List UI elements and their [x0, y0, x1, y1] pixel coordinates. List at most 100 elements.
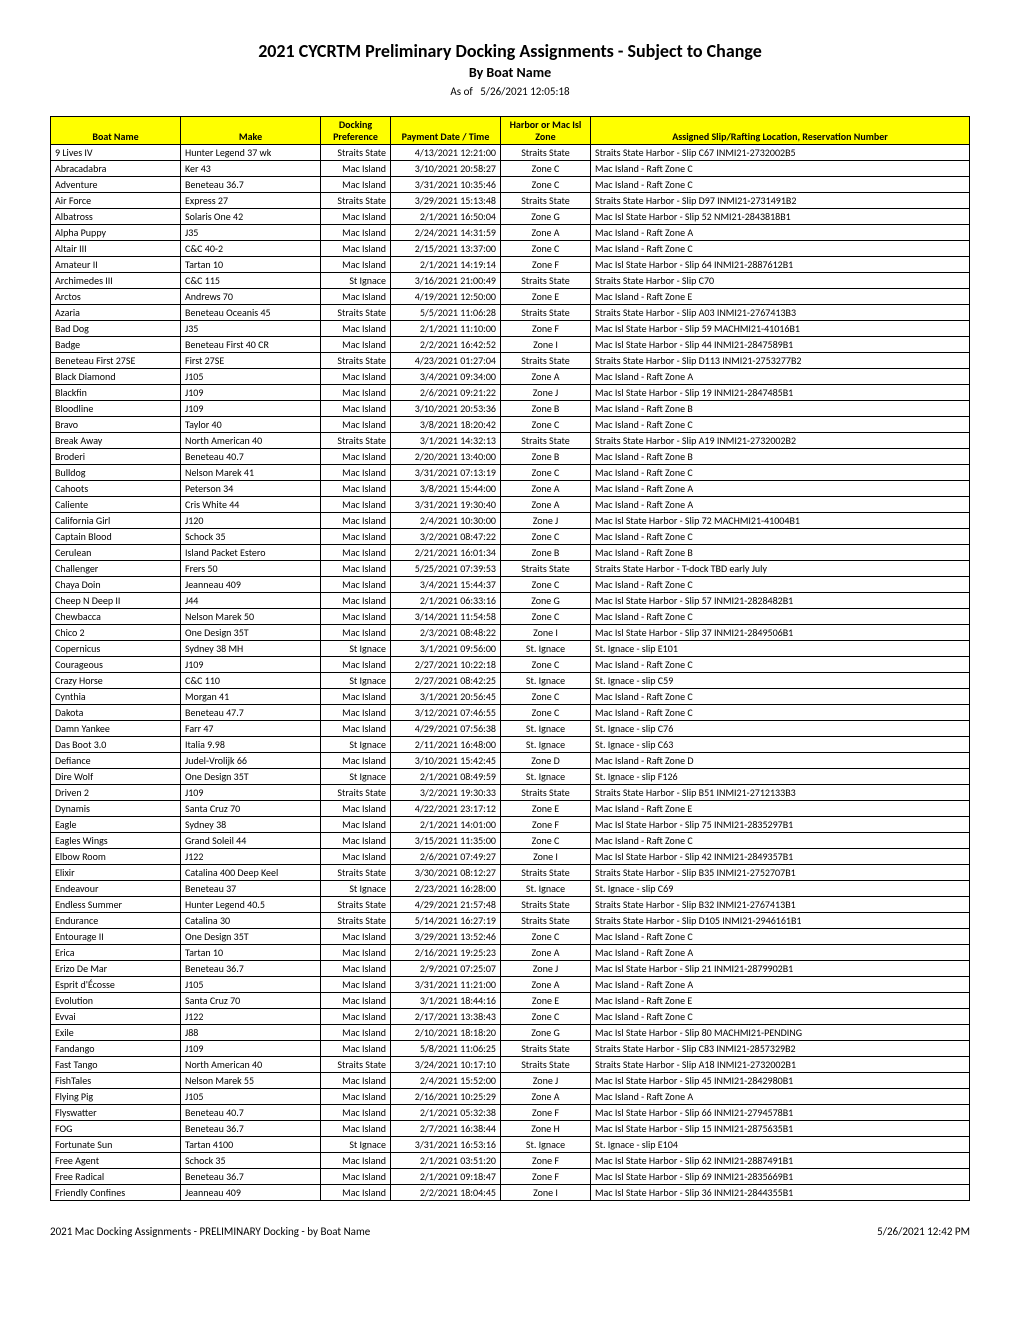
cell-assign: St. Ignace - slip E104: [591, 1137, 970, 1153]
cell-time: 2/21/2021 16:01:34: [391, 545, 501, 561]
footer-right: 5/26/2021 12:42 PM: [877, 1225, 970, 1238]
cell-assign: Straits State Harbor - Slip A19 INMI21-2…: [591, 433, 970, 449]
cell-assign: Mac Isl State Harbor - Slip 19 INMI21-28…: [591, 385, 970, 401]
table-row: FandangoJ109Mac Island5/8/2021 11:06:25S…: [51, 1041, 970, 1057]
cell-zone: Zone F: [501, 1105, 591, 1121]
table-row: Black DiamondJ105Mac Island3/4/2021 09:3…: [51, 369, 970, 385]
cell-time: 4/29/2021 07:56:38: [391, 721, 501, 737]
cell-make: Tartan 10: [181, 945, 321, 961]
cell-make: Beneteau First 40 CR: [181, 337, 321, 353]
cell-dock: Mac Island: [321, 1185, 391, 1201]
cell-boat: Entourage II: [51, 929, 181, 945]
cell-make: Sydney 38 MH: [181, 641, 321, 657]
table-row: BadgeBeneteau First 40 CRMac Island2/2/2…: [51, 337, 970, 353]
cell-zone: Zone I: [501, 1185, 591, 1201]
cell-boat: Chico 2: [51, 625, 181, 641]
cell-dock: Mac Island: [321, 1121, 391, 1137]
cell-boat: Endeavour: [51, 881, 181, 897]
cell-make: North American 40: [181, 1057, 321, 1073]
cell-make: J105: [181, 369, 321, 385]
table-row: CahootsPeterson 34Mac Island3/8/2021 15:…: [51, 481, 970, 497]
cell-zone: Zone B: [501, 449, 591, 465]
cell-boat: Courageous: [51, 657, 181, 673]
cell-dock: Mac Island: [321, 161, 391, 177]
table-row: ElixirCatalina 400 Deep KeelStraits Stat…: [51, 865, 970, 881]
asof-label: As of: [450, 85, 472, 98]
cell-time: 2/23/2021 16:28:00: [391, 881, 501, 897]
cell-boat: Adventure: [51, 177, 181, 193]
cell-dock: Mac Island: [321, 849, 391, 865]
cell-zone: Straits State: [501, 305, 591, 321]
cell-zone: Zone C: [501, 833, 591, 849]
cell-boat: Dynamis: [51, 801, 181, 817]
cell-zone: Straits State: [501, 353, 591, 369]
cell-zone: Zone B: [501, 401, 591, 417]
cell-assign: Mac Isl State Harbor - Slip 21 INMI21-28…: [591, 961, 970, 977]
cell-make: Beneteau 40.7: [181, 449, 321, 465]
docking-table: Boat Name Make Docking Preference Paymen…: [50, 116, 970, 1201]
cell-make: Tartan 4100: [181, 1137, 321, 1153]
cell-time: 3/31/2021 07:13:19: [391, 465, 501, 481]
cell-make: J109: [181, 785, 321, 801]
cell-boat: Dire Wolf: [51, 769, 181, 785]
cell-assign: Mac Isl State Harbor - Slip 64 INMI21-28…: [591, 257, 970, 273]
cell-assign: Mac Island - Raft Zone A: [591, 481, 970, 497]
cell-dock: Mac Island: [321, 1041, 391, 1057]
cell-zone: St. Ignace: [501, 881, 591, 897]
cell-make: Santa Cruz 70: [181, 801, 321, 817]
cell-dock: Mac Island: [321, 1009, 391, 1025]
cell-make: Beneteau Oceanis 45: [181, 305, 321, 321]
cell-zone: Straits State: [501, 561, 591, 577]
cell-assign: Mac Island - Raft Zone E: [591, 801, 970, 817]
cell-zone: Zone C: [501, 1009, 591, 1025]
cell-time: 4/19/2021 12:50:00: [391, 289, 501, 305]
cell-assign: Mac Island - Raft Zone B: [591, 449, 970, 465]
cell-zone: Zone C: [501, 577, 591, 593]
table-row: DefianceJudel-Vrolijk 66Mac Island3/10/2…: [51, 753, 970, 769]
cell-zone: Zone C: [501, 609, 591, 625]
cell-zone: Zone A: [501, 497, 591, 513]
cell-assign: Mac Island - Raft Zone C: [591, 417, 970, 433]
cell-make: Italia 9.98: [181, 737, 321, 753]
cell-time: 3/15/2021 11:35:00: [391, 833, 501, 849]
cell-boat: Azaria: [51, 305, 181, 321]
cell-time: 3/1/2021 20:56:45: [391, 689, 501, 705]
cell-boat: Amateur II: [51, 257, 181, 273]
cell-time: 3/4/2021 09:34:00: [391, 369, 501, 385]
table-row: Crazy HorseC&C 110St Ignace2/27/2021 08:…: [51, 673, 970, 689]
cell-assign: Mac Island - Raft Zone C: [591, 1009, 970, 1025]
cell-dock: Mac Island: [321, 1153, 391, 1169]
cell-time: 3/1/2021 14:32:13: [391, 433, 501, 449]
cell-boat: Black Diamond: [51, 369, 181, 385]
cell-boat: Crazy Horse: [51, 673, 181, 689]
cell-dock: Mac Island: [321, 753, 391, 769]
cell-boat: Copernicus: [51, 641, 181, 657]
cell-boat: Chewbacca: [51, 609, 181, 625]
table-row: CopernicusSydney 38 MHSt Ignace3/1/2021 …: [51, 641, 970, 657]
cell-time: 3/30/2021 08:12:27: [391, 865, 501, 881]
cell-boat: Arctos: [51, 289, 181, 305]
cell-zone: Zone C: [501, 657, 591, 673]
cell-boat: Bravo: [51, 417, 181, 433]
cell-assign: Mac Island - Raft Zone A: [591, 945, 970, 961]
cell-assign: St. Ignace - slip C63: [591, 737, 970, 753]
cell-boat: Air Force: [51, 193, 181, 209]
cell-boat: Abracadabra: [51, 161, 181, 177]
table-row: Chico 2One Design 35TMac Island2/3/2021 …: [51, 625, 970, 641]
cell-dock: Mac Island: [321, 449, 391, 465]
cell-dock: Straits State: [321, 305, 391, 321]
cell-assign: Mac Island - Raft Zone C: [591, 705, 970, 721]
cell-time: 2/2/2021 16:42:52: [391, 337, 501, 353]
cell-boat: California Girl: [51, 513, 181, 529]
cell-assign: Straits State Harbor - Slip D105 INMI21-…: [591, 913, 970, 929]
cell-dock: Mac Island: [321, 497, 391, 513]
cell-time: 3/10/2021 20:58:27: [391, 161, 501, 177]
cell-dock: Mac Island: [321, 337, 391, 353]
cell-dock: Straits State: [321, 913, 391, 929]
cell-boat: Exile: [51, 1025, 181, 1041]
table-row: Cheep N Deep IIJ44Mac Island2/1/2021 06:…: [51, 593, 970, 609]
cell-dock: Mac Island: [321, 625, 391, 641]
cell-boat: Alpha Puppy: [51, 225, 181, 241]
table-row: Entourage IIOne Design 35TMac Island3/29…: [51, 929, 970, 945]
cell-boat: Cerulean: [51, 545, 181, 561]
